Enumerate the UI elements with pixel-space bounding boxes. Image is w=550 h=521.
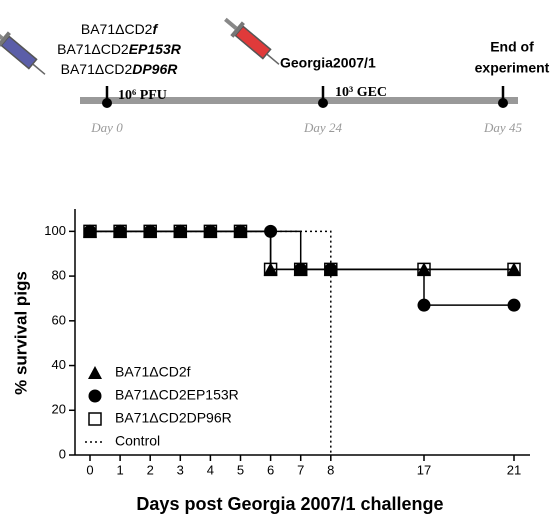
marker bbox=[417, 298, 431, 312]
syringe-icon bbox=[224, 17, 280, 65]
y-tick-label: 20 bbox=[52, 402, 66, 417]
marker bbox=[507, 262, 521, 276]
marker bbox=[324, 262, 338, 277]
marker bbox=[143, 224, 158, 238]
challenge-label: Georgia2007/1 bbox=[280, 55, 376, 71]
y-axis-label: % survival pigs bbox=[11, 271, 30, 395]
marker bbox=[233, 224, 248, 238]
x-tick-label: 8 bbox=[327, 462, 334, 477]
legend-label: Control bbox=[115, 433, 160, 449]
timeline-dot bbox=[318, 98, 328, 108]
y-tick-label: 40 bbox=[52, 357, 66, 372]
marker bbox=[417, 262, 431, 277]
timeline-dot bbox=[498, 98, 508, 108]
x-tick-label: 2 bbox=[147, 462, 154, 477]
day-label: Day 0 bbox=[90, 120, 123, 135]
day-label: Day 24 bbox=[303, 120, 342, 135]
y-tick-label: 0 bbox=[59, 446, 66, 461]
syringe-icon bbox=[0, 27, 46, 75]
x-tick-label: 6 bbox=[267, 462, 274, 477]
marker bbox=[113, 224, 127, 239]
timeline-dot bbox=[102, 98, 112, 108]
marker bbox=[323, 262, 338, 276]
marker bbox=[417, 262, 431, 276]
end-label: experiment bbox=[475, 60, 550, 76]
vaccine-label: BA71ΔCD2DP96R bbox=[61, 61, 179, 77]
x-tick-label: 5 bbox=[237, 462, 244, 477]
marker bbox=[507, 298, 521, 312]
y-tick-label: 100 bbox=[44, 223, 66, 238]
legend-swatch bbox=[88, 366, 102, 379]
marker bbox=[263, 262, 278, 277]
timeline: BA71ΔCD2f BA71ΔCD2EP153R BA71ΔCD2DP96R 1… bbox=[0, 17, 550, 135]
marker bbox=[203, 224, 218, 238]
vaccine-label: BA71ΔCD2EP153R bbox=[57, 41, 182, 57]
marker bbox=[143, 224, 157, 239]
y-tick-label: 80 bbox=[52, 268, 66, 283]
x-tick-label: 0 bbox=[86, 462, 93, 477]
marker bbox=[83, 224, 97, 239]
dose-label: 10³ GEC bbox=[335, 85, 387, 100]
marker bbox=[264, 224, 278, 238]
legend-label: BA71ΔCD2EP153R bbox=[115, 387, 239, 403]
x-tick-label: 17 bbox=[417, 462, 431, 477]
survival-line bbox=[90, 230, 332, 455]
x-tick-label: 4 bbox=[207, 462, 214, 477]
timeline-bar bbox=[80, 97, 518, 104]
x-tick-label: 7 bbox=[297, 462, 304, 477]
end-label: End of bbox=[490, 39, 534, 55]
marker bbox=[83, 224, 97, 238]
dose-label: 10⁶ PFU bbox=[118, 88, 167, 103]
legend: BA71ΔCD2f BA71ΔCD2EP153R BA71ΔCD2DP96R Cont… bbox=[85, 364, 239, 449]
x-axis-label: Days post Georgia 2007/1 challenge bbox=[136, 494, 443, 514]
marker bbox=[293, 262, 308, 277]
x-tick-label: 1 bbox=[116, 462, 123, 477]
marker bbox=[263, 262, 278, 276]
marker bbox=[203, 224, 218, 239]
marker bbox=[113, 224, 128, 238]
marker bbox=[173, 224, 188, 239]
marker bbox=[173, 224, 188, 238]
marker bbox=[293, 262, 308, 276]
x-tick-label: 21 bbox=[507, 462, 521, 477]
marker bbox=[507, 262, 521, 277]
legend-swatch bbox=[88, 389, 102, 403]
legend-label: BA71ΔCD2f bbox=[115, 364, 191, 380]
legend-label: BA71ΔCD2DP96R bbox=[115, 410, 232, 426]
marker bbox=[233, 224, 248, 239]
day-label: Day 45 bbox=[483, 120, 522, 135]
legend-swatch bbox=[88, 412, 102, 426]
vaccine-label: BA71ΔCD2f bbox=[81, 21, 159, 37]
x-tick-label: 3 bbox=[177, 462, 184, 477]
y-tick-label: 60 bbox=[52, 312, 66, 327]
